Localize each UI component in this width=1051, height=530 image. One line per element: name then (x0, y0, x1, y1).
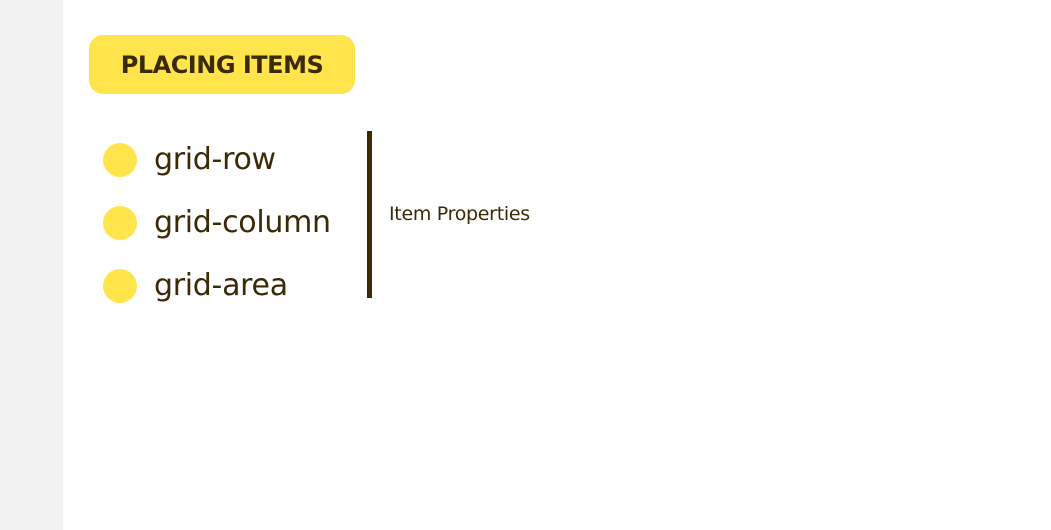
section-badge-label: PLACING ITEMS (120, 50, 324, 79)
property-label-grid-row: grid-row (154, 142, 276, 177)
bullet-dot-icon (103, 205, 137, 240)
list-item: grid-row (103, 128, 331, 191)
group-caption: Item Properties (389, 203, 530, 225)
list-item: grid-column (103, 191, 331, 254)
left-gutter (0, 0, 63, 530)
property-list: grid-row grid-column grid-area (103, 128, 331, 317)
group-bracket-divider (367, 131, 372, 298)
property-label-grid-column: grid-column (154, 205, 331, 240)
section-badge: PLACING ITEMS (89, 35, 355, 94)
property-label-grid-area: grid-area (154, 268, 288, 303)
list-item: grid-area (103, 254, 331, 317)
bullet-dot-icon (103, 268, 137, 303)
bullet-dot-icon (103, 142, 137, 177)
